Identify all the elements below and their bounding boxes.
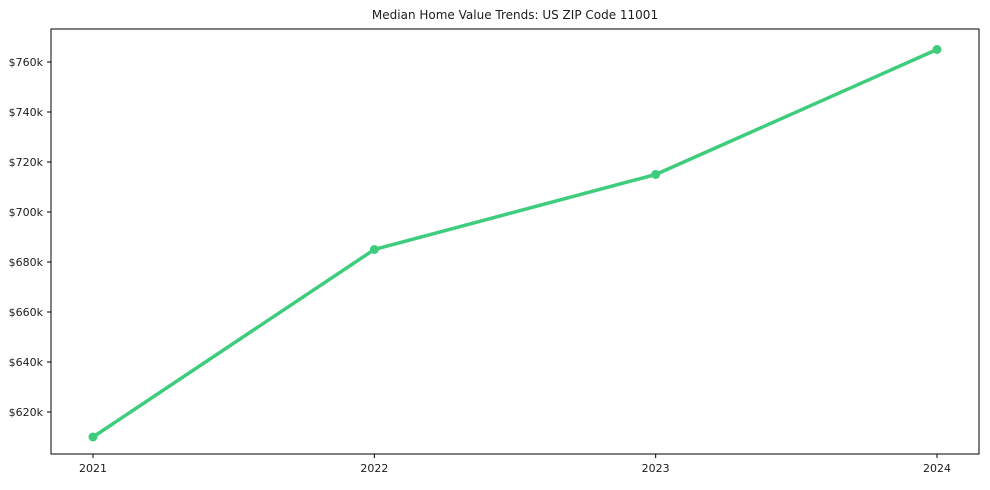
data-point-marker: [932, 45, 942, 54]
x-axis-tick-label: 2024: [923, 462, 951, 475]
plot-border: [50, 28, 980, 455]
x-axis-tick-label: 2023: [642, 462, 670, 475]
trend-line: [91, 47, 939, 439]
y-axis-tick-label: $680k: [9, 256, 44, 269]
data-point-marker: [88, 432, 98, 442]
y-axis-tick-label: $740k: [9, 106, 44, 119]
data-point-marker: [369, 245, 379, 254]
data-point-marker: [651, 170, 661, 179]
x-axis-tick-label: 2022: [360, 462, 388, 475]
y-axis-tick-label: $760k: [9, 56, 44, 69]
x-axis-tick-label: 2021: [79, 462, 107, 475]
y-axis-tick-label: $720k: [9, 156, 44, 169]
y-axis-tick-label: $660k: [9, 306, 44, 319]
chart-title: Median Home Value Trends: US ZIP Code 11…: [371, 8, 659, 22]
y-axis-tick-label: $700k: [9, 206, 44, 219]
y-axis-tick-label: $620k: [9, 406, 44, 419]
y-axis-tick-label: $640k: [9, 356, 44, 369]
